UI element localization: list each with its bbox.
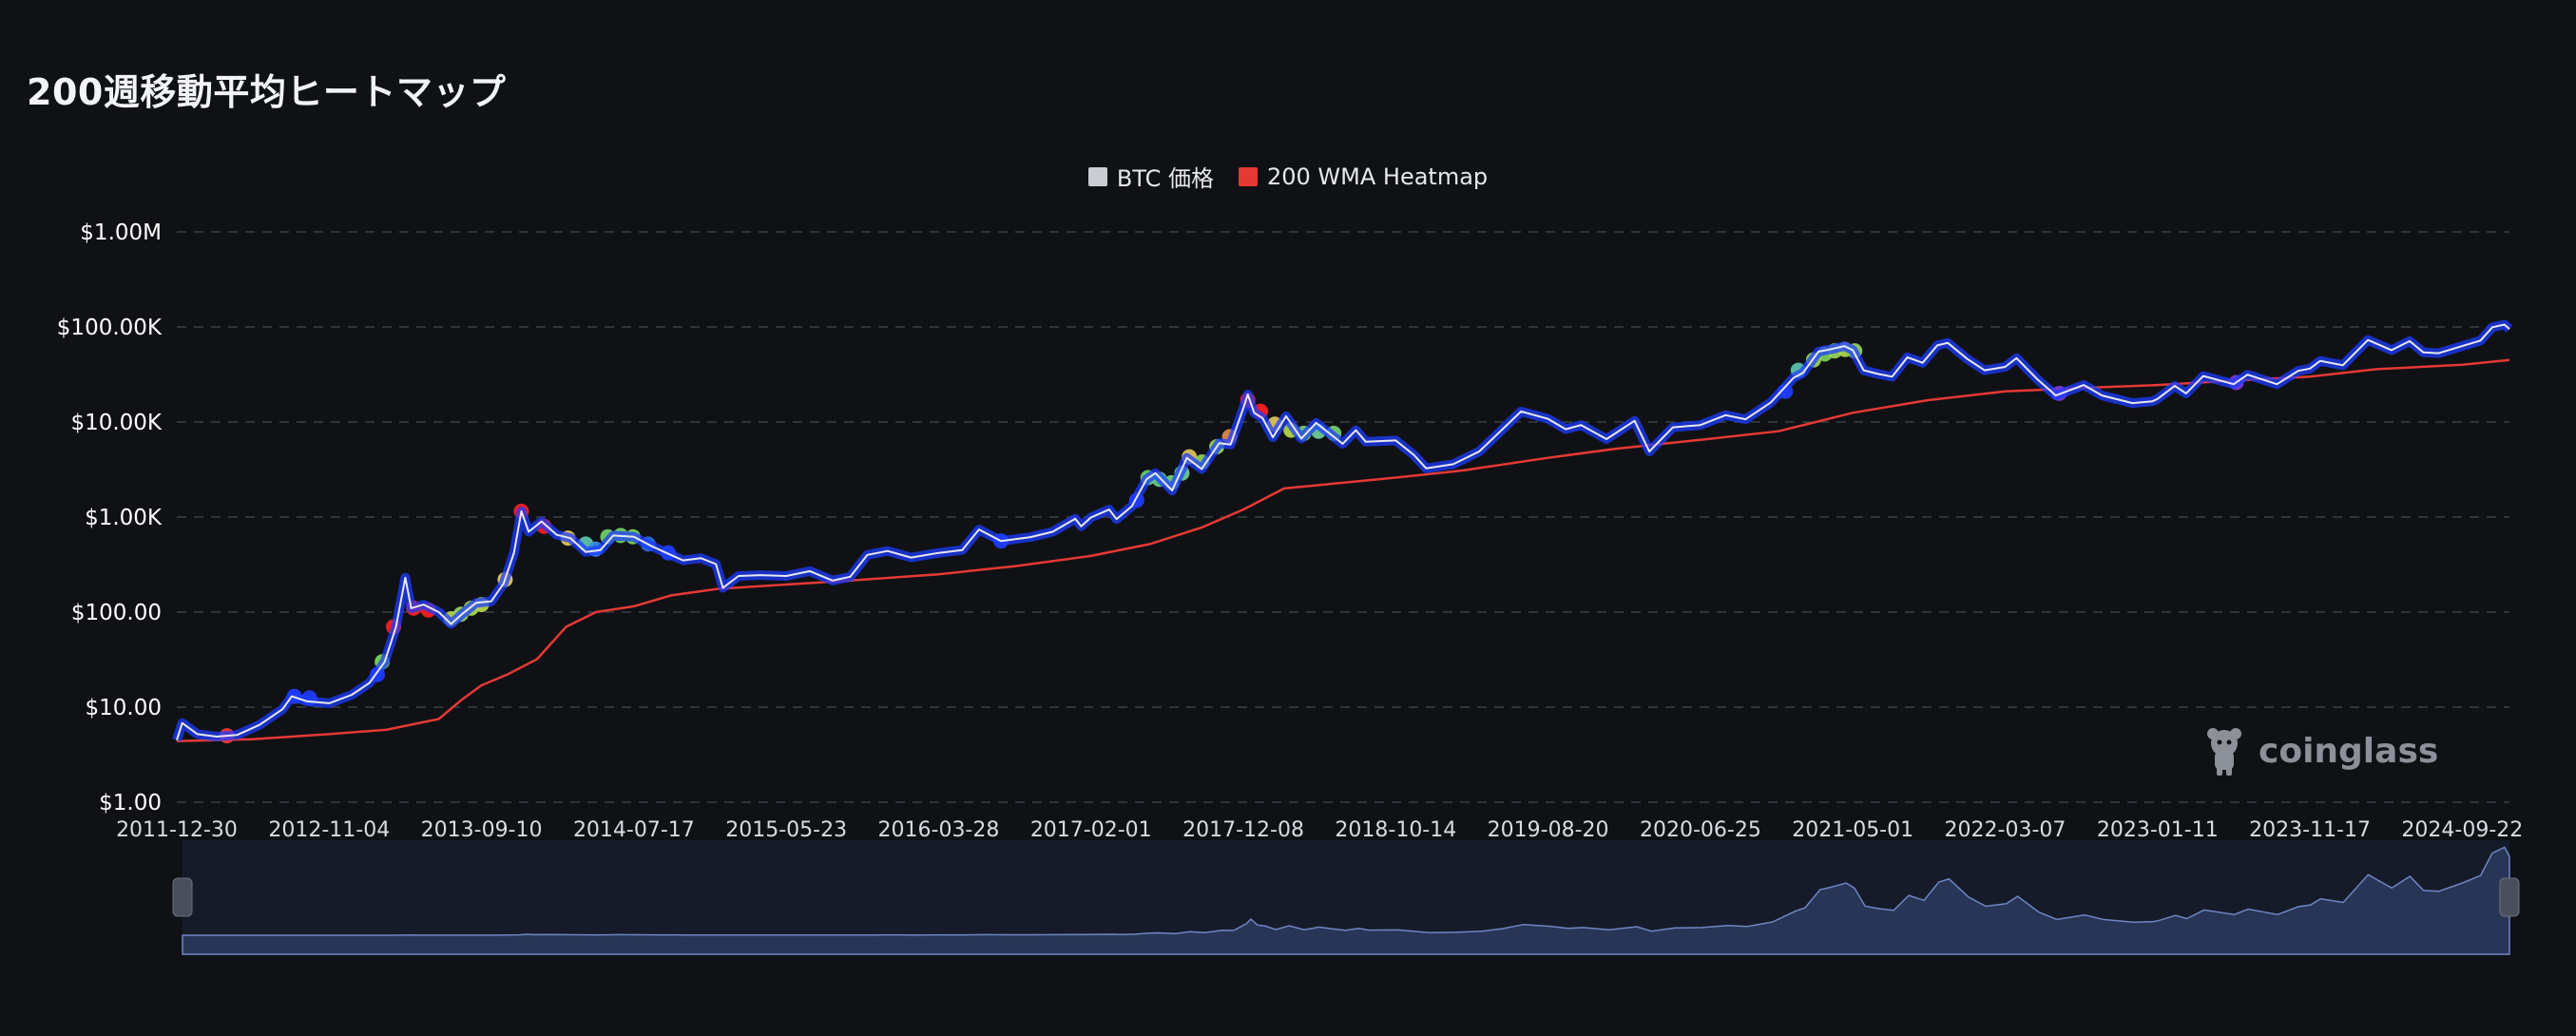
- watermark-text: coinglass: [2259, 731, 2439, 771]
- navigator-handle-left[interactable]: [172, 877, 193, 917]
- legend-item-btc-price[interactable]: BTC 価格: [1087, 160, 1214, 193]
- x-tick-label: 2019-08-20: [1488, 818, 1609, 842]
- grid-layer: [177, 231, 2509, 803]
- y-tick-label: $1.00: [99, 791, 162, 815]
- coinglass-logo-icon: [2207, 728, 2241, 776]
- y-tick-label: $100.00K: [57, 316, 163, 340]
- coinglass-watermark: coinglass: [2203, 726, 2438, 776]
- price-heat-band: [172, 319, 2513, 742]
- x-tick-label: 2023-01-11: [2097, 818, 2219, 842]
- x-tick-label: 2022-03-07: [1945, 818, 2067, 842]
- legend-label-btc-price: BTC 価格: [1116, 165, 1214, 192]
- x-tick-label: 2018-10-14: [1335, 818, 1456, 842]
- y-tick-label: $10.00: [86, 696, 162, 720]
- x-axis: 2011-12-30 2012-11-04 2013-09-10 2014-07-17…: [116, 818, 2523, 842]
- legend-item-wma-heatmap[interactable]: 200 WMA Heatmap: [1238, 160, 1489, 193]
- y-tick-label: $10.00K: [70, 411, 162, 435]
- price-series-line: [176, 323, 2510, 741]
- x-tick-label: 2012-11-04: [268, 818, 390, 842]
- price-series-layer: [172, 319, 2513, 742]
- x-tick-label: 2016-03-28: [878, 818, 1000, 842]
- x-tick-label: 2024-09-22: [2401, 818, 2523, 842]
- heatmap-layer: [219, 341, 2244, 744]
- y-axis: $1.00M $100.00K $10.00K $1.00K $100.00 $10.00…: [57, 221, 163, 815]
- x-tick-label: 2017-12-08: [1182, 818, 1304, 842]
- y-tick-label: $100.00: [71, 601, 162, 625]
- y-tick-label: $1.00M: [80, 221, 162, 245]
- x-tick-label: 2017-02-01: [1030, 818, 1152, 842]
- x-tick-label: 2021-05-01: [1792, 818, 1913, 842]
- wma-series-layer: [176, 358, 2510, 742]
- navigator[interactable]: [172, 840, 2520, 955]
- navigator-area: [182, 846, 2510, 955]
- x-tick-label: 2023-11-17: [2249, 818, 2371, 842]
- wma-series-line: [176, 358, 2510, 742]
- x-tick-label: 2011-12-30: [116, 818, 238, 842]
- navigator-handle-right[interactable]: [2499, 877, 2520, 917]
- legend-swatch-wma-heatmap: [1238, 166, 1258, 186]
- y-tick-label: $1.00K: [85, 506, 163, 530]
- x-tick-label: 2014-07-17: [573, 818, 695, 842]
- x-tick-label: 2013-09-10: [421, 818, 543, 842]
- x-tick-label: 2020-06-25: [1640, 818, 1761, 842]
- legend-swatch-btc-price: [1087, 166, 1107, 186]
- legend-label-wma-heatmap: 200 WMA Heatmap: [1266, 163, 1489, 190]
- x-tick-label: 2015-05-23: [725, 818, 847, 842]
- chart-legend: BTC 価格 200 WMA Heatmap: [0, 160, 2576, 193]
- page-title: 200週移動平均ヒートマップ: [27, 71, 507, 113]
